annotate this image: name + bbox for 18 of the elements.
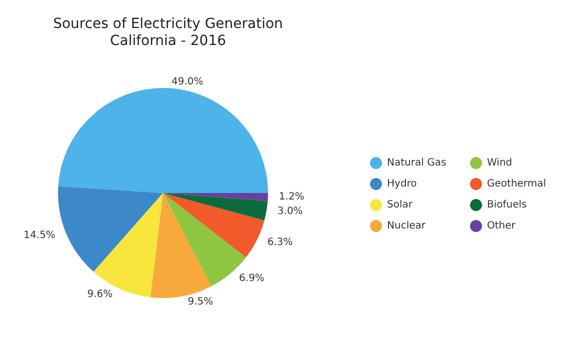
data-label: 1.2% [278,192,304,203]
data-label: 14.5% [24,230,56,241]
data-label: 6.9% [239,272,264,284]
legend-label: Natural Gas [387,158,446,168]
data-label: 49.0% [171,76,204,88]
legend-label: Nuclear [387,220,426,232]
chart-subtitle: California - 2016 [110,33,226,49]
legend-label: Hydro [387,178,417,190]
data-label: 9.6% [87,288,113,300]
legend-label: Wind [487,158,512,168]
legend-label: Geothermal [487,178,546,190]
chart-title: Sources of Electricity Generation [53,16,283,32]
legend-label: Biofuels [487,200,527,210]
data-label: 9.5% [188,296,214,308]
legend-label: Other [487,220,516,232]
data-label: 3.0% [277,206,303,218]
legend-label: Solar [387,200,414,210]
data-label: 6.3% [267,236,293,248]
